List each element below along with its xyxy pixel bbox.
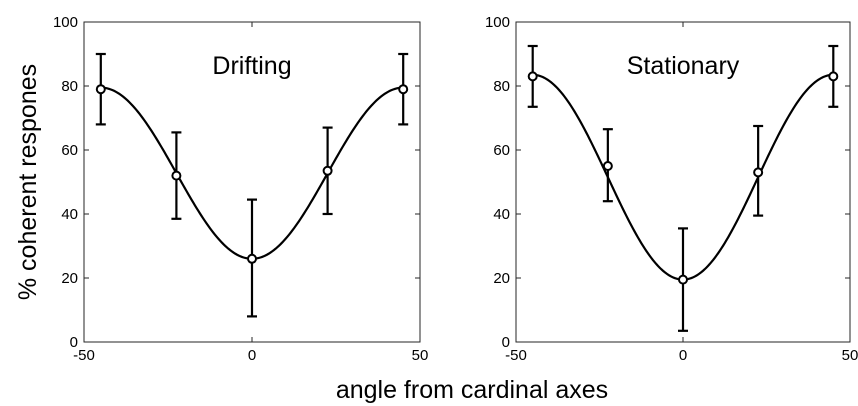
y-tick-label: 60 <box>61 142 78 159</box>
y-tick-label: 100 <box>485 14 510 31</box>
shared-y-axis-label: % coherent respones <box>14 64 42 300</box>
data-point <box>398 84 409 95</box>
x-tick-label: -50 <box>73 347 95 364</box>
y-tick-label: 80 <box>493 78 510 95</box>
y-tick-label: 0 <box>502 334 510 351</box>
data-point <box>828 71 839 82</box>
panel-title: Stationary <box>627 52 740 80</box>
y-tick-label: 80 <box>61 78 78 95</box>
y-tick-label: 100 <box>53 14 78 31</box>
data-point <box>171 170 182 181</box>
x-tick-label: 50 <box>842 347 858 364</box>
data-point <box>322 165 333 176</box>
y-tick-label: 40 <box>493 206 510 223</box>
y-tick-label: 40 <box>61 206 78 223</box>
x-tick-label: 0 <box>679 347 687 364</box>
x-tick-label: 50 <box>412 347 429 364</box>
y-tick-label: 20 <box>493 270 510 287</box>
data-point <box>527 71 538 82</box>
data-point <box>602 161 613 171</box>
y-tick-label: 20 <box>61 270 78 287</box>
y-tick-label: 0 <box>70 334 78 351</box>
x-tick-label: -50 <box>505 347 527 364</box>
shared-x-axis-label: angle from cardinal axes <box>336 376 608 404</box>
panel-title: Drifting <box>212 52 291 80</box>
x-tick-label: 0 <box>248 347 256 364</box>
data-point <box>678 274 688 285</box>
data-point <box>753 167 764 178</box>
y-tick-label: 60 <box>493 142 510 159</box>
data-point <box>247 253 257 264</box>
data-point <box>95 84 106 95</box>
